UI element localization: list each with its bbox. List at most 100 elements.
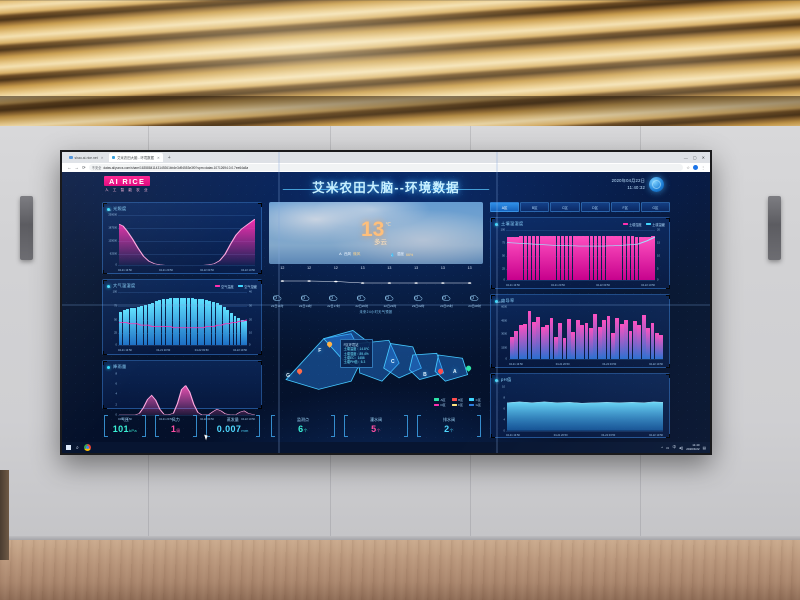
kebab-menu-icon[interactable]: ⋮ [701,165,705,170]
map-legend-item[interactable]: D区 [433,403,446,407]
forward-icon[interactable]: → [74,165,80,170]
forecast-label: 23日05时 [440,304,453,308]
chart-bar [589,328,593,360]
dashboard-header: AI RICE 人 工 智 能 农 业 艾米农田大脑--环境数据 2020年04… [62,172,710,202]
y-unit: us/cm [496,301,503,304]
chart-bar [637,325,642,360]
chart-air-temp-humidity: % ℃ 100 75 50 25 0 40 30 [107,286,257,352]
search-icon[interactable]: ⌕ [76,444,79,451]
forecast-item[interactable]: 23日08时 [468,295,481,308]
zone-tab-F区[interactable]: F区 [610,202,640,212]
partly-cloudy-icon [300,295,310,301]
address-bar[interactable]: 不安全 datav.aliyuncs.com/share/16358841143… [88,164,684,171]
star-icon[interactable]: ☆ [686,165,690,170]
taskbar-date: 2020/4/22 [686,446,700,451]
close-window-button[interactable]: ✕ [701,155,705,160]
zone-A-shape [434,354,469,382]
zone-tab-C区[interactable]: C区 [550,202,580,212]
zone-C-shape [383,343,422,379]
stat-irrigation-valves: 灌水阀 5个 [342,414,410,438]
chart-bar [165,298,169,346]
y-tick: 0 [505,357,507,361]
chevron-up-icon[interactable]: ^ [661,445,664,450]
stat-wind: 风力 1级 [153,414,199,438]
map-legend-item[interactable]: B区 [451,398,463,402]
map-legend: A区 B区 C区 D区 F区 G区 [433,398,481,407]
map-legend-item[interactable]: F区 [451,403,464,407]
volume-icon[interactable]: ◂)) [679,445,684,450]
close-icon[interactable]: ✕ [156,155,160,160]
forecast-item[interactable]: 23日05时 [440,295,453,308]
legend-item[interactable]: 空气湿度 [237,284,257,289]
card-title-air: 大气温湿度 [113,283,136,288]
reload-icon[interactable]: ⟳ [82,164,86,170]
map-legend-item[interactable]: A区 [433,398,446,402]
chart-bar [197,298,201,346]
zone-tab-G区[interactable]: G区 [640,202,671,212]
map-legend-item[interactable]: G区 [469,403,481,407]
x-tick: 04-22 03:50 [602,363,617,366]
ime-icon[interactable]: 中 [672,445,677,449]
chart-bar [129,307,133,346]
station-pin-G[interactable] [295,367,303,375]
station-pin-F[interactable] [325,341,333,348]
zone-tab-B区[interactable]: B区 [520,202,550,212]
zone-label-F[interactable]: F [318,347,322,354]
notification-icon[interactable]: ▤ [702,445,706,450]
left-column: 光照度 lux 250000 187500 125000 62500 0 [102,202,262,438]
windows-start-icon[interactable] [66,445,71,450]
forecast-item[interactable]: 22日20时 [355,295,368,308]
minimize-button[interactable]: — [683,155,688,160]
chrome-icon[interactable] [83,444,91,451]
new-tab-button[interactable]: + [167,154,171,161]
legend-item[interactable]: 土壤温度 [645,222,665,227]
tooltip-row: 土壤温度：14.8℃ [343,347,370,352]
profile-avatar[interactable] [693,165,698,170]
chart-bar [154,300,158,346]
y-tick: 25 [114,331,117,335]
y-tick: 50 [502,254,505,258]
stat-label: 灌水阀 [370,417,382,422]
x-tick: 04-22 10:50 [649,434,663,437]
y-tick-right: 5 [657,267,659,271]
stat-pressure: 气压 101kPa [102,414,148,438]
forecast-item[interactable]: 22日23时 [384,295,396,308]
station-pin-A[interactable] [464,364,472,372]
forecast-item[interactable]: 22日11时 [271,295,283,308]
map-legend-item[interactable]: C区 [469,398,481,402]
zone-label-C[interactable]: C [390,358,395,365]
trend-value: 12 [307,266,312,270]
close-icon[interactable]: ✕ [100,155,104,160]
chart-bar [618,235,622,281]
y-tick: 3000 [501,332,507,336]
station-pin-B[interactable] [437,367,444,375]
zone-label-B[interactable]: B [423,372,427,379]
legend-item[interactable]: 空气温度 [214,284,234,289]
field-map[interactable]: F G C B A F区环境站 土壤温度：14.8℃ 土壤湿度：89.4% [269,319,483,409]
chart-bar [556,235,561,281]
browser-tab-1[interactable]: shao.ai-rice.net ✕ [66,153,107,162]
chart-bar [122,310,126,346]
y-tick: 250000 [108,213,117,217]
zone-label-A[interactable]: A [453,368,457,375]
legend-item[interactable]: 土壤湿度 [622,222,642,227]
zone-tab-A区[interactable]: A区 [490,202,520,212]
zone-tab-D区[interactable]: D区 [580,202,610,212]
maximize-button[interactable]: ▢ [692,155,697,160]
forecast-item[interactable]: 22日17时 [327,295,340,308]
x-tick: 04-22 03:50 [194,349,209,352]
y-tick: 25 [502,267,505,271]
back-icon[interactable]: ← [67,165,72,170]
chart-bar [646,328,650,360]
network-icon[interactable]: ▭ [666,445,670,450]
browser-tab-2[interactable]: 艾米农田大脑 - 环境数据 ✕ [108,153,163,162]
wooden-floor [0,540,800,600]
door-edge [0,470,9,560]
globe-icon [69,155,73,160]
chart-bar [624,320,628,360]
forecast-item[interactable]: 23日02时 [412,295,425,308]
chart-bar [186,297,190,346]
forecast-item[interactable]: 22日14时 [299,295,312,308]
x-tick: 04-21 20:50 [156,349,171,352]
zone-label-G[interactable]: G [286,373,290,379]
